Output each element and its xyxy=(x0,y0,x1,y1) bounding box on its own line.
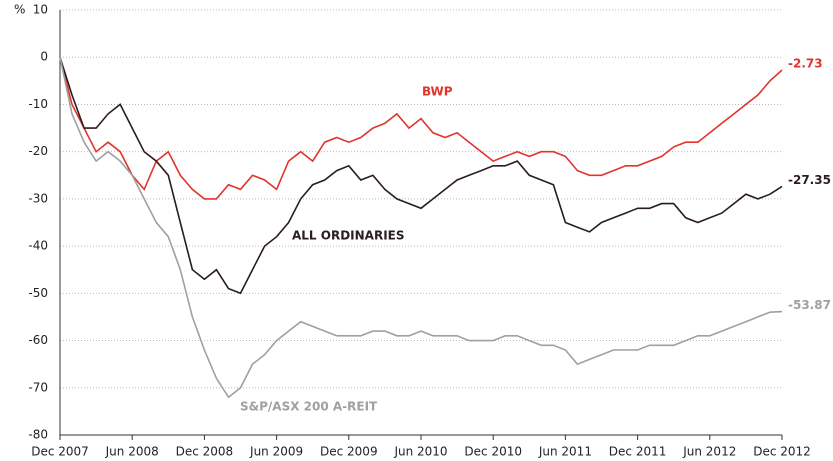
x-tick-label: Dec 2009 xyxy=(320,445,378,459)
series-line xyxy=(59,56,783,295)
series-label: ALL ORDINARIES xyxy=(292,229,405,243)
x-tick-label: Jun 2012 xyxy=(682,445,736,459)
y-tick-label: -20 xyxy=(28,144,48,158)
x-tick-label: Jun 2008 xyxy=(105,445,159,459)
x-tick-label: Jun 2011 xyxy=(538,445,592,459)
x-tick-label: Jun 2009 xyxy=(249,445,303,459)
x-tick-label: Dec 2007 xyxy=(31,445,89,459)
y-axis-label: % xyxy=(14,3,25,17)
series-label: S&P/ASX 200 A-REIT xyxy=(240,400,378,414)
x-tick-label: Dec 2008 xyxy=(176,445,234,459)
x-tick-label: Dec 2012 xyxy=(753,445,811,459)
y-tick-label: 0 xyxy=(40,50,48,64)
y-tick-label: -10 xyxy=(28,97,48,111)
end-value-label: -53.87 xyxy=(788,298,831,312)
y-tick-label: -80 xyxy=(28,428,48,442)
y-tick-label: 10 xyxy=(33,3,48,17)
x-tick-label: Dec 2010 xyxy=(464,445,522,459)
series-line xyxy=(59,57,783,399)
y-tick-label: -50 xyxy=(28,286,48,300)
series-label: BWP xyxy=(422,85,453,99)
y-tick-label: -40 xyxy=(28,239,48,253)
x-tick-label: Dec 2011 xyxy=(609,445,667,459)
series-line xyxy=(59,57,783,200)
end-value-label: -2.73 xyxy=(788,57,823,71)
y-tick-label: -60 xyxy=(28,333,48,347)
x-tick-label: Jun 2010 xyxy=(393,445,447,459)
end-value-label: -27.35 xyxy=(788,173,831,187)
y-tick-label: -30 xyxy=(28,191,48,205)
y-tick-label: -70 xyxy=(28,380,48,394)
